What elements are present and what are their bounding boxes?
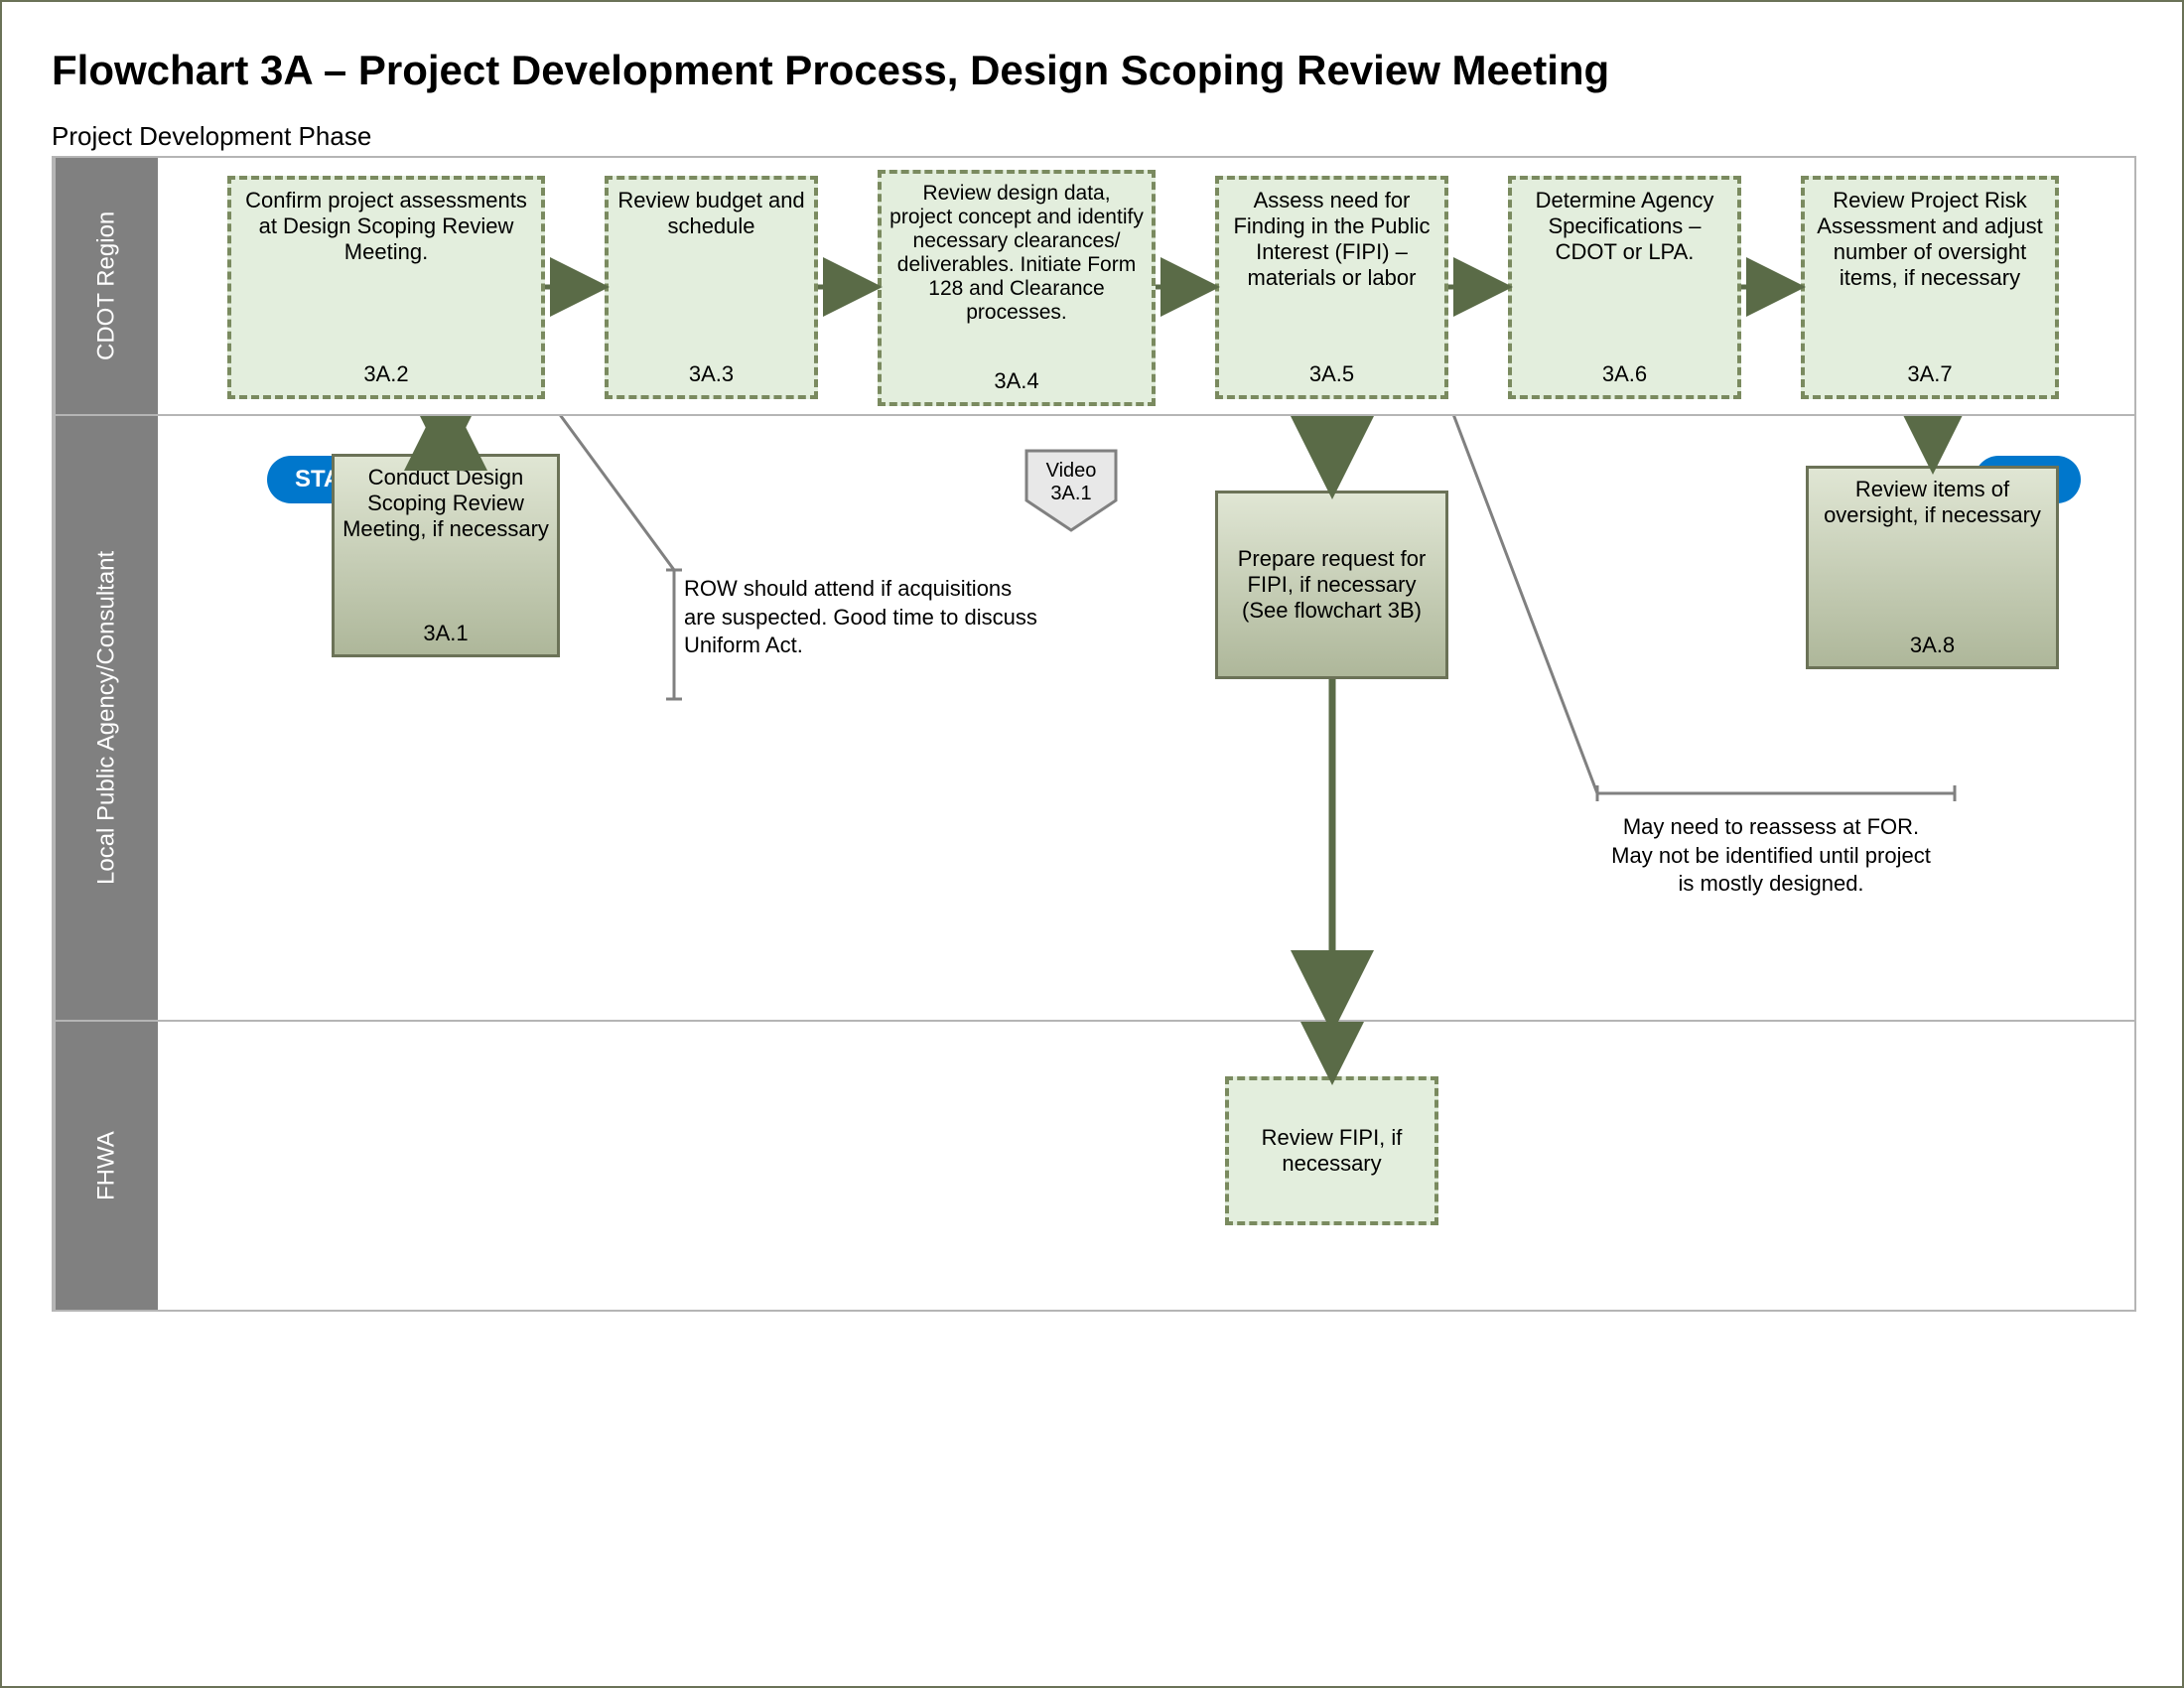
node-3a3: Review budget and schedule 3A.3 (605, 176, 818, 399)
video-label: Video (1022, 460, 1121, 483)
node-ref: 3A.4 (994, 368, 1038, 394)
node-text: Review budget and schedule (616, 188, 806, 239)
lane-lpa: Local Public Agency/Consultant START Con… (54, 416, 2134, 1022)
lane-label-fhwa: FHWA (54, 1022, 158, 1310)
lane-fhwa: FHWA Review FIPI, if necessary (54, 1022, 2134, 1310)
node-3a8: Review items of oversight, if necessary … (1806, 466, 2059, 669)
node-3a1: Conduct Design Scoping Review Meeting, i… (332, 454, 560, 657)
node-text: Review Project Risk Assessment and adjus… (1813, 188, 2047, 291)
page-title: Flowchart 3A – Project Development Proce… (52, 47, 1609, 94)
node-fipi-prepare: Prepare request for FIPI, if necessary (… (1215, 491, 1448, 679)
lane-body-lpa: START Conduct Design Scoping Review Meet… (158, 416, 2134, 1020)
node-text: Review FIPI, if necessary (1237, 1125, 1427, 1177)
node-text: Review items of oversight, if necessary (1817, 477, 2048, 528)
node-text: Conduct Design Scoping Review Meeting, i… (342, 465, 549, 542)
lane-label-cdot: CDOT Region (54, 158, 158, 414)
node-text: Review design data, project concept and … (889, 182, 1144, 325)
lane3-arrows (158, 1022, 2138, 1310)
node-3a2: Confirm project assessments at Design Sc… (227, 176, 545, 399)
lane-body-cdot: Confirm project assessments at Design Sc… (158, 158, 2134, 414)
callout-row: ROW should attend if acquisitions are su… (684, 575, 1041, 660)
phase-subtitle: Project Development Phase (52, 121, 371, 152)
node-3a7: Review Project Risk Assessment and adjus… (1801, 176, 2059, 399)
lane-label-lpa: Local Public Agency/Consultant (54, 416, 158, 1020)
node-ref: 3A.8 (1910, 633, 1955, 658)
video-marker: Video 3A.1 (1022, 446, 1121, 535)
node-ref: 3A.5 (1309, 361, 1354, 387)
callout-for: May need to reassess at FOR. May not be … (1607, 813, 1935, 899)
node-3a6: Determine Agency Specifications – CDOT o… (1508, 176, 1741, 399)
node-text: Prepare request for FIPI, if necessary (… (1226, 546, 1437, 624)
node-ref: 3A.3 (689, 361, 734, 387)
swimlane-grid: CDOT Region Confirm project assessments … (52, 156, 2136, 1312)
node-3a4: Review design data, project concept and … (878, 170, 1156, 406)
node-3a5: Assess need for Finding in the Public In… (1215, 176, 1448, 399)
node-ref: 3A.1 (423, 621, 468, 646)
node-fhwa-review: Review FIPI, if necessary (1225, 1076, 1438, 1225)
node-ref: 3A.2 (363, 361, 408, 387)
node-text: Assess need for Finding in the Public In… (1227, 188, 1436, 291)
lane-body-fhwa: Review FIPI, if necessary (158, 1022, 2134, 1310)
lane-cdot-region: CDOT Region Confirm project assessments … (54, 158, 2134, 416)
node-ref: 3A.7 (1907, 361, 1952, 387)
video-ref: 3A.1 (1022, 483, 1121, 505)
node-text: Determine Agency Specifications – CDOT o… (1520, 188, 1729, 265)
node-text: Confirm project assessments at Design Sc… (239, 188, 533, 265)
node-ref: 3A.6 (1602, 361, 1647, 387)
